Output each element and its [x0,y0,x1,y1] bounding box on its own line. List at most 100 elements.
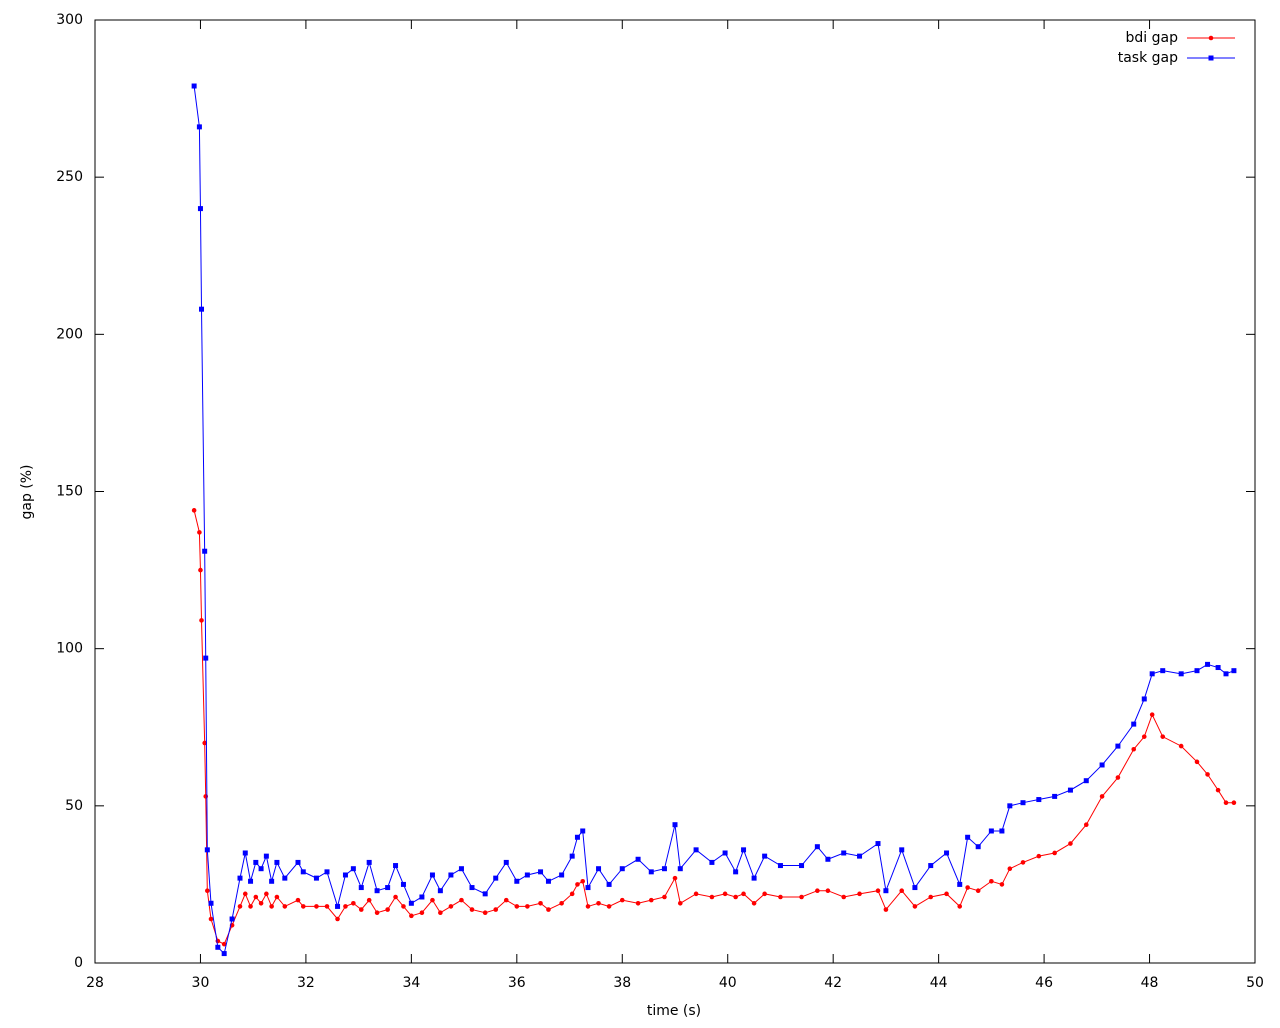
data-point [1205,772,1210,777]
data-point [619,897,625,903]
legend-label: task gap [1118,50,1178,66]
x-tick-label: 44 [930,975,948,991]
data-point [1223,671,1229,677]
legend-marker [1208,35,1214,41]
data-point [741,847,747,853]
plot-frame [94,19,1256,964]
data-point [762,853,768,859]
data-point [814,844,820,850]
data-point [253,859,259,865]
data-point [1231,800,1237,805]
data-point [191,508,197,513]
data-point [988,828,994,834]
y-axis-label: gap (%) [19,464,35,519]
data-point [975,844,981,850]
data-point [196,124,202,130]
data-point [1083,822,1089,827]
data-point [335,903,341,909]
data-point [1007,803,1013,809]
data-point [875,888,881,894]
data-point [596,866,602,872]
data-point [1194,668,1200,674]
data-point [975,888,981,894]
data-point [1052,793,1058,799]
data-point [248,878,254,884]
data-point [741,891,746,897]
data-point [777,863,783,869]
data-point [709,894,715,900]
x-tick-label: 30 [192,975,210,991]
data-point [799,894,804,900]
data-point [944,891,949,897]
data-point [199,618,204,623]
data-point [282,875,288,881]
data-point [1194,759,1200,765]
data-point [538,869,544,875]
data-point [1231,668,1237,674]
data-point [1007,866,1013,871]
series-line [193,85,1235,955]
data-point [574,834,580,840]
y-tick-label: 150 [56,484,83,500]
data-point [202,740,207,746]
data-point [899,888,905,894]
data-point [709,859,715,865]
data-point [295,897,301,903]
data-point [264,891,269,897]
data-point [282,904,288,909]
data-point [1141,734,1147,739]
data-point [438,910,443,916]
data-point [899,847,905,853]
data-point [1223,800,1229,805]
data-point [841,894,847,900]
data-point [580,828,586,834]
data-point [722,850,728,856]
data-point [857,891,862,897]
x-tick-label: 46 [1035,975,1053,991]
data-point [1215,665,1221,671]
data-point [237,875,243,881]
data-point [989,878,994,884]
legend-label: bdi gap [1126,30,1179,46]
data-point [400,881,406,887]
data-point [580,878,586,884]
data-point [204,847,210,853]
data-point [857,853,863,859]
data-point [448,872,454,878]
data-point [762,891,767,897]
data-point [358,907,364,912]
data-point [883,907,889,912]
data-point [242,850,248,856]
data-point [374,888,380,894]
data-point [606,881,612,887]
data-point [999,882,1005,887]
data-point [559,872,565,878]
data-point [366,859,372,865]
data-point [342,872,348,878]
data-point [883,888,889,894]
data-point [430,897,435,903]
x-tick-label: 34 [402,975,420,991]
data-point [569,891,575,897]
data-point [648,897,654,903]
data-point [274,894,280,900]
data-point [203,655,209,661]
data-point [242,891,248,897]
data-point [957,881,963,887]
data-point [208,900,214,906]
data-point [662,894,667,900]
data-point [385,885,391,891]
data-point [503,859,509,865]
data-point [815,888,820,894]
data-point [237,904,243,909]
data-point [672,875,678,881]
y-tick-label: 50 [65,798,83,814]
data-point [606,904,612,909]
data-point [569,853,575,859]
data-point [677,900,683,906]
data-point [458,866,464,872]
data-point [912,904,918,909]
data-point [965,834,971,840]
data-point [198,567,203,573]
